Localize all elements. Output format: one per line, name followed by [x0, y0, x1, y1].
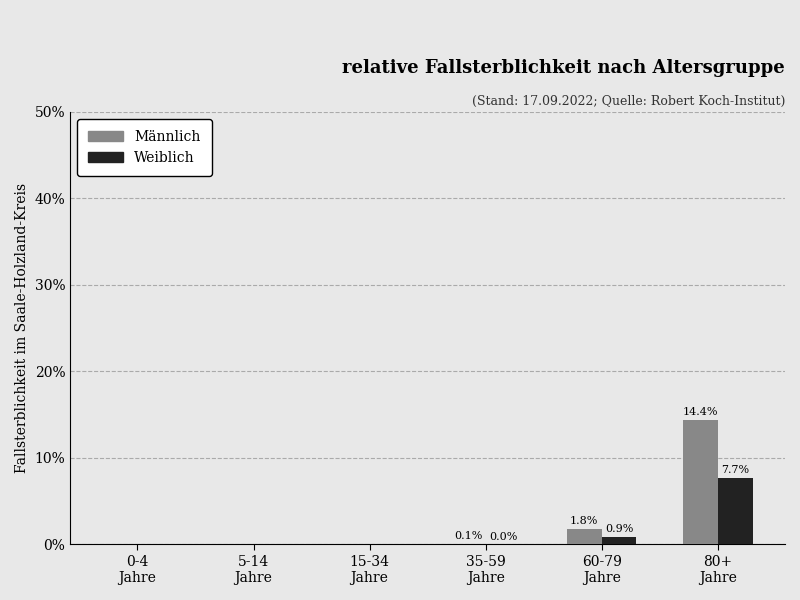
Legend: Männlich, Weiblich: Männlich, Weiblich	[77, 119, 211, 176]
Bar	[683, 420, 718, 544]
Text: 0.9%: 0.9%	[605, 524, 634, 534]
Text: (Stand: 17.09.2022; Quelle: Robert Koch-Institut): (Stand: 17.09.2022; Quelle: Robert Koch-…	[472, 95, 785, 107]
Text: 14.4%: 14.4%	[682, 407, 718, 417]
Text: 7.7%: 7.7%	[721, 465, 749, 475]
Bar	[718, 478, 753, 544]
Text: 0.0%: 0.0%	[489, 532, 517, 542]
Y-axis label: Fallsterblichkeit im Saale-Holzland-Kreis: Fallsterblichkeit im Saale-Holzland-Krei…	[15, 183, 29, 473]
Text: 0.1%: 0.1%	[454, 531, 482, 541]
Text: 1.8%: 1.8%	[570, 516, 598, 526]
Text: relative Fallsterblichkeit nach Altersgruppe: relative Fallsterblichkeit nach Altersgr…	[342, 59, 785, 77]
Bar	[567, 529, 602, 544]
Bar	[602, 536, 637, 544]
